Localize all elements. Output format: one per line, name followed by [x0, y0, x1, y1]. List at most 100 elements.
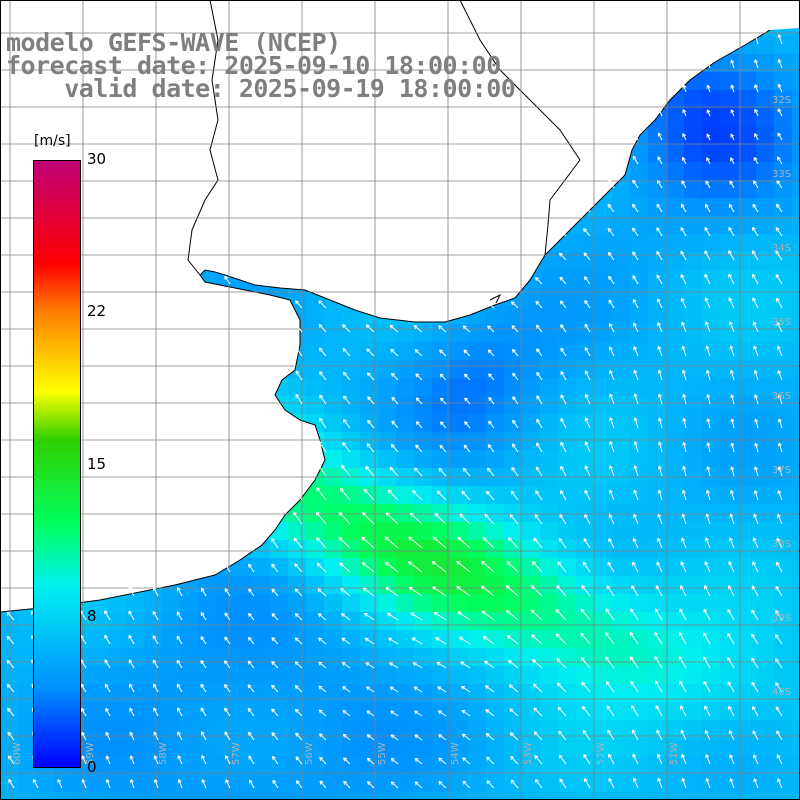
field-cell	[630, 630, 649, 649]
field-cell	[774, 648, 793, 667]
field-cell	[378, 594, 397, 613]
field-cell	[756, 702, 775, 721]
field-cell	[648, 450, 667, 469]
wind-arrow	[512, 396, 519, 405]
wind-arrow	[128, 659, 135, 669]
wind-arrow	[295, 323, 303, 333]
wind-arrow	[582, 706, 591, 717]
field-cell	[414, 756, 433, 775]
wind-arrow	[32, 778, 39, 789]
field-cell	[18, 684, 37, 703]
field-cell	[792, 630, 800, 649]
wind-arrow	[272, 779, 279, 789]
field-cell	[468, 324, 487, 343]
wind-arrow	[753, 345, 759, 357]
field-cell	[774, 252, 793, 271]
field-cell	[612, 648, 631, 667]
wind-arrow	[633, 369, 639, 381]
wind-arrow	[414, 349, 423, 357]
field-cell	[468, 360, 487, 379]
wind-arrow	[609, 417, 615, 429]
field-cell	[738, 648, 757, 667]
field-cell	[774, 684, 793, 703]
wind-arrow	[511, 348, 519, 357]
field-cell	[666, 522, 685, 541]
wind-arrow	[728, 273, 735, 285]
wind-arrow	[555, 608, 567, 621]
field-cell	[756, 432, 775, 451]
field-cell	[396, 684, 415, 703]
field-cell	[774, 774, 793, 793]
field-cell	[630, 612, 649, 631]
field-cell	[72, 792, 91, 800]
field-cell	[468, 666, 487, 685]
field-cell	[720, 576, 739, 595]
field-cell	[666, 756, 685, 775]
field-cell	[612, 378, 631, 397]
field-cell	[504, 684, 523, 703]
field-cell	[504, 756, 523, 775]
wind-arrow	[366, 710, 375, 717]
field-cell	[360, 522, 379, 541]
wind-arrow	[560, 394, 567, 405]
field-cell	[630, 666, 649, 685]
field-cell	[432, 756, 451, 775]
field-cell	[648, 144, 667, 163]
field-cell	[756, 594, 775, 613]
field-cell	[504, 720, 523, 739]
field-cell	[684, 486, 703, 505]
field-cell	[612, 540, 631, 559]
field-cell	[738, 72, 757, 91]
field-cell	[558, 792, 577, 800]
field-cell	[648, 126, 667, 145]
wind-arrow	[704, 250, 711, 261]
field-cell	[360, 594, 379, 613]
field-cell	[792, 342, 800, 361]
field-cell	[702, 198, 721, 217]
wind-arrow	[753, 157, 759, 165]
field-cell	[684, 162, 703, 181]
wind-arrow	[704, 561, 711, 573]
wind-arrow	[342, 442, 351, 453]
field-cell	[720, 486, 739, 505]
field-cell	[414, 612, 433, 631]
field-cell	[774, 126, 793, 145]
field-cell	[702, 774, 721, 793]
field-cell	[504, 378, 523, 397]
field-cell	[288, 396, 307, 415]
wind-arrow	[729, 754, 735, 765]
field-cell	[468, 432, 487, 451]
field-cell	[0, 702, 19, 721]
wind-arrow	[633, 513, 639, 525]
field-cell	[594, 432, 613, 451]
field-cell	[90, 774, 109, 793]
field-cell	[702, 270, 721, 289]
field-cell	[270, 594, 289, 613]
wind-arrow	[775, 610, 783, 621]
field-cell	[576, 702, 595, 721]
field-cell	[630, 594, 649, 613]
wind-arrow	[152, 611, 159, 621]
field-cell	[684, 432, 703, 451]
field-cell	[540, 486, 559, 505]
field-cell	[648, 234, 667, 253]
field-cell	[756, 414, 775, 433]
field-cell	[630, 270, 649, 289]
field-cell	[396, 774, 415, 793]
border-river-path	[187, 0, 219, 276]
field-cell	[756, 756, 775, 775]
field-cell	[378, 648, 397, 667]
field-cell	[774, 576, 793, 595]
wind-arrow	[105, 707, 111, 717]
field-cell	[576, 216, 595, 235]
field-cell	[792, 612, 800, 631]
field-cell	[720, 720, 739, 739]
wind-arrow	[271, 563, 279, 573]
field-cell	[522, 558, 541, 577]
field-cell	[648, 180, 667, 199]
field-cell	[324, 756, 343, 775]
field-cell	[630, 432, 649, 451]
wind-arrow	[224, 612, 231, 621]
wind-arrow	[508, 684, 519, 693]
field-cell	[792, 648, 800, 667]
